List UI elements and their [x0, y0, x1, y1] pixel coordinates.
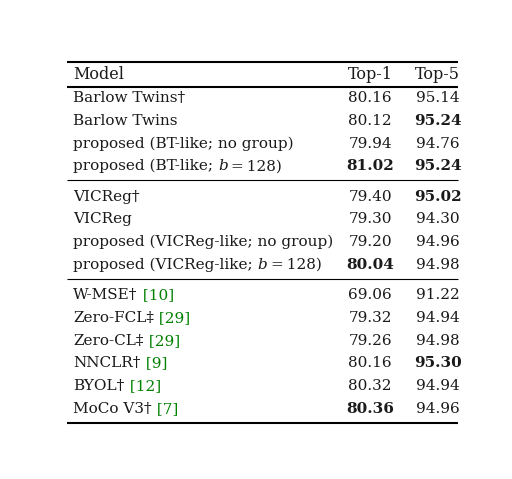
Text: 80.04: 80.04	[346, 258, 394, 272]
Text: [29]: [29]	[144, 334, 180, 348]
Text: 80.12: 80.12	[348, 114, 392, 128]
Text: 95.14: 95.14	[416, 91, 459, 105]
Text: 79.94: 79.94	[348, 137, 392, 150]
Text: 95.24: 95.24	[414, 114, 461, 128]
Text: NNCLR†: NNCLR†	[73, 356, 141, 370]
Text: 94.94: 94.94	[416, 379, 459, 393]
Text: [7]: [7]	[152, 402, 178, 416]
Text: 91.22: 91.22	[416, 288, 459, 302]
Text: proposed (BT-like; no group): proposed (BT-like; no group)	[73, 137, 294, 151]
Text: [10]: [10]	[138, 288, 174, 302]
Text: W-MSE†: W-MSE†	[73, 288, 138, 302]
Text: 94.30: 94.30	[416, 212, 459, 227]
Text: b: b	[218, 159, 228, 173]
Text: 81.02: 81.02	[346, 159, 394, 173]
Text: 95.02: 95.02	[414, 190, 461, 204]
Text: 95.30: 95.30	[414, 356, 461, 370]
Text: 94.96: 94.96	[416, 235, 459, 249]
Text: [29]: [29]	[154, 311, 190, 325]
Text: 79.20: 79.20	[348, 235, 392, 249]
Text: 94.76: 94.76	[416, 137, 459, 150]
Text: Model: Model	[73, 67, 124, 83]
Text: 79.30: 79.30	[348, 212, 392, 227]
Text: Top-5: Top-5	[415, 67, 460, 83]
Text: proposed (VICReg-like; no group): proposed (VICReg-like; no group)	[73, 235, 333, 249]
Text: Barlow Twins†: Barlow Twins†	[73, 91, 185, 105]
Text: b: b	[258, 258, 268, 272]
Text: 94.98: 94.98	[416, 258, 459, 272]
Text: = 128): = 128)	[228, 159, 282, 173]
Text: 80.36: 80.36	[346, 402, 394, 416]
Text: 94.98: 94.98	[416, 334, 459, 348]
Text: BYOL†: BYOL†	[73, 379, 124, 393]
Text: 80.16: 80.16	[348, 91, 392, 105]
Text: = 128): = 128)	[268, 258, 322, 272]
Text: 80.32: 80.32	[348, 379, 392, 393]
Text: Barlow Twins: Barlow Twins	[73, 114, 178, 128]
Text: VICReg: VICReg	[73, 212, 132, 227]
Text: 79.40: 79.40	[348, 190, 392, 204]
Text: 79.26: 79.26	[348, 334, 392, 348]
Text: 80.16: 80.16	[348, 356, 392, 370]
Text: 94.94: 94.94	[416, 311, 459, 325]
Text: Zero-CL‡: Zero-CL‡	[73, 334, 144, 348]
Text: proposed (BT-like;: proposed (BT-like;	[73, 159, 218, 173]
Text: Top-1: Top-1	[348, 67, 393, 83]
Text: [9]: [9]	[141, 356, 167, 370]
Text: 79.32: 79.32	[348, 311, 392, 325]
Text: 69.06: 69.06	[348, 288, 392, 302]
Text: 94.96: 94.96	[416, 402, 459, 416]
Text: proposed (VICReg-like;: proposed (VICReg-like;	[73, 258, 258, 272]
Text: 95.24: 95.24	[414, 159, 461, 173]
Text: [12]: [12]	[124, 379, 161, 393]
Text: VICReg†: VICReg†	[73, 190, 140, 204]
Text: Zero-FCL‡: Zero-FCL‡	[73, 311, 154, 325]
Text: MoCo V3†: MoCo V3†	[73, 402, 152, 416]
